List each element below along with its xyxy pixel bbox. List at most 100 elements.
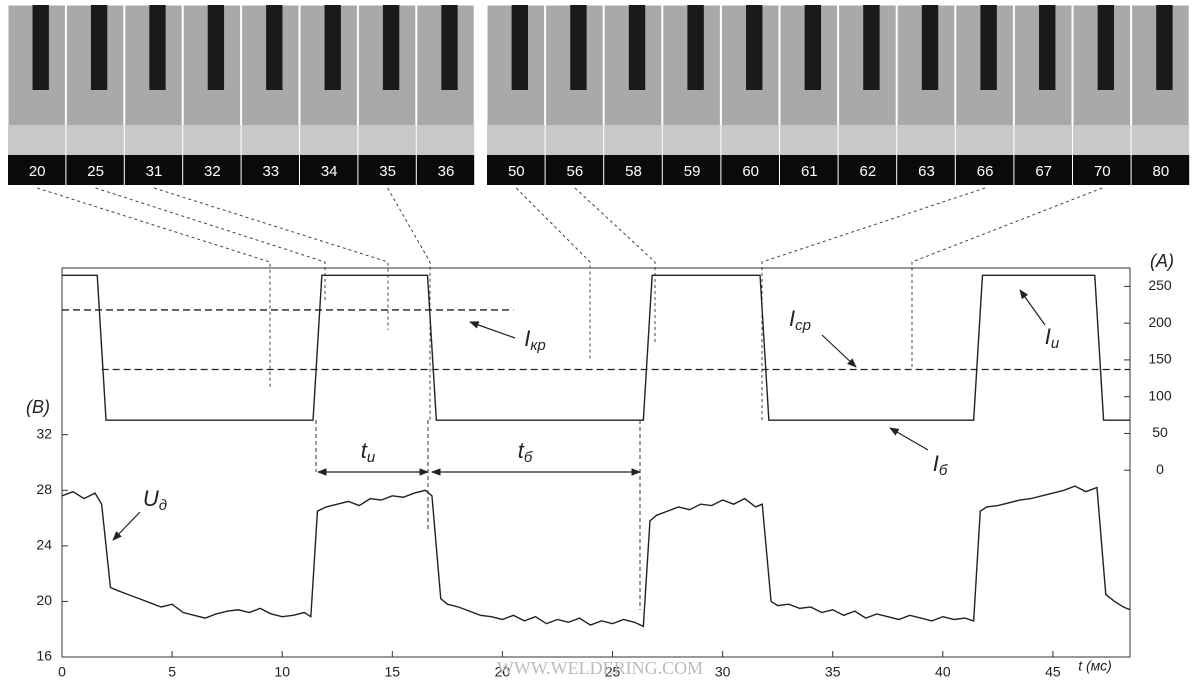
- frame-bath: [8, 125, 65, 155]
- video-frame: 34: [300, 5, 357, 185]
- y-tick-label: 28: [36, 481, 52, 497]
- x-tick-label: 0: [58, 664, 66, 680]
- electrode: [805, 5, 821, 90]
- electrode: [91, 5, 107, 90]
- y2-tick-label: 150: [1148, 351, 1172, 367]
- plot-frame: [62, 268, 1130, 657]
- page: {"frames": [20, 25, 31, 32, 33, 34, 35, …: [0, 0, 1198, 684]
- connector: [154, 188, 388, 330]
- y-tick-label: 16: [36, 648, 52, 664]
- electrode: [980, 5, 996, 90]
- frame-bath: [897, 125, 955, 155]
- frame-number: 20: [29, 163, 46, 180]
- frame-bath: [242, 125, 299, 155]
- video-frame: 63: [897, 5, 955, 185]
- connector: [762, 188, 985, 420]
- frame-number: 67: [1035, 163, 1052, 180]
- figure: 2025313233343536505658596061626366677080…: [0, 0, 1198, 684]
- annotation-sub: и: [1051, 335, 1060, 352]
- frame-bath: [183, 125, 240, 155]
- frame-number: 25: [87, 163, 104, 180]
- video-frame: 32: [183, 5, 240, 185]
- electrode: [325, 5, 341, 90]
- electrode: [208, 5, 224, 90]
- watermark: WWW.WELDERING.COM: [497, 658, 703, 678]
- frame-number: 56: [567, 163, 584, 180]
- y-tick-label: 24: [36, 537, 52, 553]
- annotation: Iср: [789, 306, 811, 334]
- frame-number: 60: [742, 163, 759, 180]
- x-tick-label: 30: [715, 664, 731, 680]
- frame-bath: [546, 125, 604, 155]
- frame-bath: [66, 125, 123, 155]
- x-tick-label: 5: [168, 664, 176, 680]
- annotation-sub: и: [367, 449, 376, 466]
- video-frame: 66: [956, 5, 1014, 185]
- video-frame: 31: [125, 5, 182, 185]
- video-frame: 59: [663, 5, 721, 185]
- frame-bath: [1073, 125, 1131, 155]
- frame-number: 70: [1094, 163, 1111, 180]
- video-frame: 56: [546, 5, 604, 185]
- connector: [388, 188, 430, 420]
- electrode: [863, 5, 879, 90]
- frame-number: 58: [625, 163, 642, 180]
- frame-bath: [300, 125, 357, 155]
- electrode: [33, 5, 49, 90]
- y2-tick-label: 0: [1156, 461, 1164, 477]
- video-frame: 25: [66, 5, 123, 185]
- electrode: [266, 5, 282, 90]
- y-tick-label: 20: [36, 592, 52, 608]
- video-frame: 20: [8, 5, 65, 185]
- frame-bath: [663, 125, 721, 155]
- annotation: Iкр: [524, 326, 546, 354]
- video-frame: 50: [487, 5, 545, 185]
- y2-axis-label: (A): [1150, 251, 1174, 271]
- frame-bath: [1132, 125, 1190, 155]
- annotation: Iи: [1045, 324, 1060, 352]
- annotation-sub: ср: [795, 317, 811, 334]
- connector: [912, 188, 1102, 370]
- frame-number: 50: [508, 163, 525, 180]
- x-axis-label: t (мс): [1078, 658, 1112, 674]
- y2-tick-label: 250: [1148, 277, 1172, 293]
- annotation-sub: кр: [530, 337, 545, 354]
- video-frame: 61: [780, 5, 838, 185]
- i-crit-arrow: [470, 322, 515, 338]
- frame-connectors: [37, 188, 1102, 420]
- frame-bath: [956, 125, 1014, 155]
- x-tick-label: 35: [825, 664, 841, 680]
- x-tick-label: 40: [935, 664, 951, 680]
- video-frame: 80: [1132, 5, 1190, 185]
- frame-number: 61: [801, 163, 818, 180]
- video-frame: 35: [358, 5, 415, 185]
- frame-number: 31: [146, 163, 163, 180]
- electrode: [1098, 5, 1114, 90]
- video-frame: 62: [839, 5, 897, 185]
- annotation: tб: [518, 438, 533, 466]
- video-frame: 70: [1073, 5, 1131, 185]
- frame-number: 34: [321, 163, 338, 180]
- frame-number: 66: [977, 163, 994, 180]
- connector: [37, 188, 270, 390]
- x-tick-label: 15: [385, 664, 401, 680]
- frame-bath: [417, 125, 474, 155]
- electrode: [383, 5, 399, 90]
- annotation-sub: д: [159, 497, 167, 514]
- video-frame: 58: [604, 5, 662, 185]
- frame-bath: [125, 125, 182, 155]
- electrode: [746, 5, 762, 90]
- connector: [96, 188, 325, 300]
- annotation-sub: б: [939, 462, 948, 479]
- electrode: [570, 5, 586, 90]
- series-line: [62, 275, 1130, 420]
- frame-bath: [721, 125, 779, 155]
- x-tick-label: 45: [1045, 664, 1061, 680]
- measurement-arrows: [113, 290, 1045, 540]
- electrode: [1156, 5, 1172, 90]
- frame-bath: [604, 125, 662, 155]
- series-line: [62, 486, 1130, 626]
- frame-bath: [1014, 125, 1072, 155]
- video-frame: 67: [1014, 5, 1072, 185]
- frame-bath: [839, 125, 897, 155]
